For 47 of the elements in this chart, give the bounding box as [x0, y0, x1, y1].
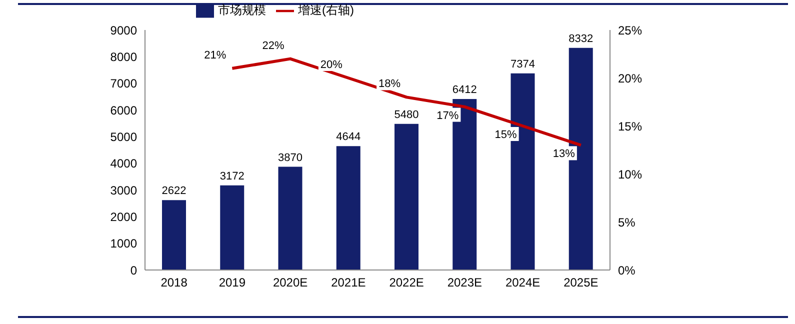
- x-tick-label: 2019: [218, 276, 246, 290]
- y-tick-label: 9000: [110, 23, 138, 38]
- legend-label: 增速(右轴): [298, 3, 354, 18]
- bar: [162, 200, 186, 270]
- data-label: 4644: [336, 131, 361, 144]
- y-tick-label: 5000: [110, 130, 138, 144]
- x-tick-label: 2025E: [564, 276, 598, 290]
- data-label: 20%: [320, 59, 343, 71]
- legend-label: 市场规模: [218, 3, 266, 18]
- data-label: 17%: [436, 110, 459, 122]
- y2-tick-label: 0%: [618, 263, 636, 278]
- y-tick-label: 0: [130, 263, 138, 278]
- data-label: 5480: [394, 108, 419, 121]
- x-tick-label: 2024E: [505, 276, 540, 290]
- data-label: 18%: [378, 78, 401, 90]
- x-tick-label: 2022E: [389, 276, 424, 290]
- bar: [336, 146, 360, 270]
- y2-tick-label: 25%: [618, 23, 642, 38]
- data-label: 8332: [568, 32, 594, 45]
- y2-tick-label: 20%: [618, 71, 642, 86]
- data-label: 7374: [510, 58, 535, 70]
- x-tick-label: 2023E: [447, 276, 482, 290]
- y-tick-label: 1000: [110, 236, 138, 251]
- bar: [394, 124, 418, 270]
- y2-tick-label: 10%: [618, 167, 642, 182]
- y-tick-label: 3000: [110, 183, 138, 198]
- y-tick-label: 7000: [110, 76, 138, 91]
- x-tick-label: 2018: [160, 276, 188, 290]
- data-label: 15%: [494, 129, 518, 141]
- data-label: 3870: [278, 152, 302, 164]
- bar: [278, 166, 302, 270]
- bar: [220, 185, 244, 270]
- line-series: [230, 57, 582, 147]
- x-tick-label: 2020E: [272, 276, 308, 290]
- y-tick-label: 2000: [110, 210, 138, 224]
- data-label: 21%: [204, 49, 226, 62]
- data-label: 2622: [162, 185, 186, 198]
- y2-tick-label: 5%: [618, 215, 636, 230]
- y-tick-label: 6000: [110, 103, 138, 118]
- y2-tick-label: 15%: [618, 119, 642, 134]
- data-label: 6412: [452, 84, 477, 96]
- y-tick-label: 8000: [110, 50, 138, 64]
- data-label: 22%: [262, 40, 285, 52]
- y-tick-label: 4000: [110, 156, 138, 171]
- x-tick-label: 2021E: [331, 276, 366, 290]
- data-label: 13%: [552, 148, 576, 160]
- data-label: 3172: [220, 170, 244, 182]
